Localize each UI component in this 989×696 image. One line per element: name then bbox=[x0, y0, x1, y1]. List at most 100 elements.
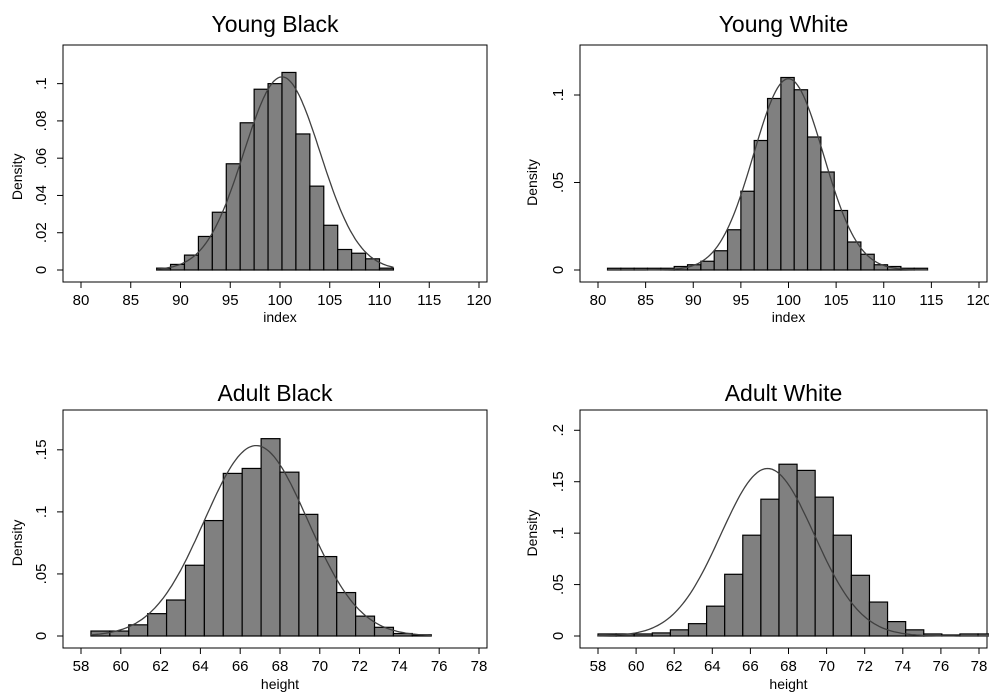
x-tick-label: 68 bbox=[272, 658, 289, 675]
y-axis-label: Density bbox=[9, 520, 25, 567]
histogram-bar bbox=[814, 496, 834, 637]
histogram-bar bbox=[373, 626, 395, 637]
histogram-bar bbox=[700, 260, 715, 271]
y-tick-label: 0 bbox=[550, 632, 567, 640]
x-tick-label: 64 bbox=[192, 658, 209, 675]
histogram-bar bbox=[766, 97, 782, 271]
histogram-bar bbox=[687, 623, 708, 637]
y-tick-label: .06 bbox=[33, 148, 50, 169]
y-tick-label: .05 bbox=[550, 172, 567, 193]
x-tick-label: 95 bbox=[222, 292, 239, 309]
x-tick-label: 66 bbox=[742, 658, 759, 675]
x-tick-label: 100 bbox=[267, 292, 292, 309]
x-tick-label: 90 bbox=[685, 292, 702, 309]
histogram-bar bbox=[780, 76, 795, 271]
x-tick-label: 120 bbox=[466, 292, 491, 309]
histogram-bar bbox=[364, 258, 381, 271]
x-tick-label: 62 bbox=[152, 658, 169, 675]
histogram-bar bbox=[868, 601, 889, 637]
x-tick-label: 72 bbox=[351, 658, 368, 675]
x-tick-label: 76 bbox=[431, 658, 448, 675]
x-tick-label: 60 bbox=[112, 658, 129, 675]
histogram-bar bbox=[128, 624, 149, 637]
histogram-bar bbox=[260, 438, 281, 637]
y-tick-label: .04 bbox=[33, 185, 50, 206]
histogram-bar bbox=[740, 190, 755, 271]
histogram-bar bbox=[726, 229, 742, 271]
histogram-bar bbox=[820, 171, 835, 271]
histogram-bar bbox=[225, 163, 241, 271]
panel-title: Adult White bbox=[725, 380, 843, 406]
x-tick-label: 95 bbox=[733, 292, 750, 309]
normal-density-curve bbox=[90, 444, 432, 637]
histogram-bar bbox=[832, 534, 852, 637]
histogram-bar bbox=[317, 555, 338, 637]
x-tick-label: 110 bbox=[368, 292, 392, 309]
y-tick-label: .05 bbox=[33, 564, 50, 585]
y-tick-label: .15 bbox=[550, 471, 567, 492]
x-tick-label: 64 bbox=[704, 658, 721, 675]
panel-young-black: Young Black 0 .02 .04 .06 .08 .1 Density 80 85 90 9… bbox=[9, 11, 492, 325]
panel-title: Young Black bbox=[211, 11, 339, 37]
x-axis-label: index bbox=[772, 309, 805, 325]
histogram-bar bbox=[778, 463, 798, 637]
y-axis-label: Density bbox=[524, 510, 540, 557]
histogram-bar bbox=[184, 564, 205, 637]
x-tick-label: 105 bbox=[317, 292, 342, 309]
histogram-bar bbox=[203, 519, 224, 637]
x-tick-label: 68 bbox=[780, 658, 797, 675]
x-tick-label: 62 bbox=[666, 658, 683, 675]
histogram-bar bbox=[351, 252, 367, 271]
y-tick-label: 0 bbox=[33, 266, 50, 274]
x-tick-label: 105 bbox=[824, 292, 849, 309]
y-tick-label: .1 bbox=[33, 77, 50, 90]
x-tick-label: 80 bbox=[590, 292, 607, 309]
histogram-bar bbox=[298, 513, 319, 637]
histogram-bar bbox=[239, 122, 255, 271]
x-tick-label: 70 bbox=[311, 658, 328, 675]
x-tick-label: 90 bbox=[172, 292, 189, 309]
y-axis-label: Density bbox=[9, 153, 25, 200]
panel-title: Adult Black bbox=[217, 380, 333, 406]
histogram-bar bbox=[796, 469, 816, 637]
x-tick-label: 85 bbox=[637, 292, 654, 309]
histogram-bar bbox=[279, 471, 300, 637]
histogram-bar bbox=[651, 632, 671, 637]
histogram-bar bbox=[183, 254, 200, 271]
x-tick-label: 58 bbox=[590, 658, 607, 675]
x-tick-label: 110 bbox=[872, 292, 896, 309]
panel-young-white: Young White 0 .05 .1 Density 80 85 90 95 100 105 11… bbox=[524, 11, 989, 325]
panel-title: Young White bbox=[719, 11, 849, 37]
histogram-bar bbox=[336, 591, 357, 637]
histogram-bar bbox=[323, 224, 339, 271]
x-axis-label: index bbox=[263, 309, 296, 325]
histogram-bar bbox=[742, 534, 762, 637]
y-tick-label: .02 bbox=[33, 222, 50, 243]
x-axis-label: height bbox=[261, 676, 299, 692]
y-tick-label: .15 bbox=[33, 439, 50, 460]
y-tick-label: .1 bbox=[33, 506, 50, 519]
x-tick-label: 115 bbox=[417, 292, 441, 309]
histogram-bar bbox=[295, 133, 311, 271]
histogram-bar bbox=[633, 633, 653, 637]
histogram-bar bbox=[147, 613, 168, 637]
y-axis-label: Density bbox=[524, 159, 540, 206]
y-tick-label: .1 bbox=[550, 527, 567, 540]
histogram-bar bbox=[760, 498, 780, 637]
histogram-bar bbox=[378, 267, 395, 271]
y-tick-label: .1 bbox=[550, 89, 567, 102]
histogram-bar bbox=[267, 83, 283, 271]
histogram-bar bbox=[713, 250, 729, 271]
normal-density-curve bbox=[156, 76, 394, 270]
histogram-bar bbox=[793, 89, 809, 271]
y-tick-label: .05 bbox=[550, 574, 567, 595]
x-tick-label: 80 bbox=[73, 292, 90, 309]
histogram-bar bbox=[833, 209, 849, 271]
normal-density-curve bbox=[607, 78, 928, 271]
y-tick-label: .2 bbox=[550, 424, 567, 437]
histogram-bar bbox=[669, 629, 690, 637]
panel-adult-white: Adult White 0 .05 .1 .15 .2 Density 58 60 62 64 66 6… bbox=[524, 380, 989, 692]
histogram-bar bbox=[705, 605, 726, 637]
panel-adult-black: Adult Black 0 .05 .1 .15 Density 58 60 62 64 66 68 7… bbox=[9, 380, 488, 692]
